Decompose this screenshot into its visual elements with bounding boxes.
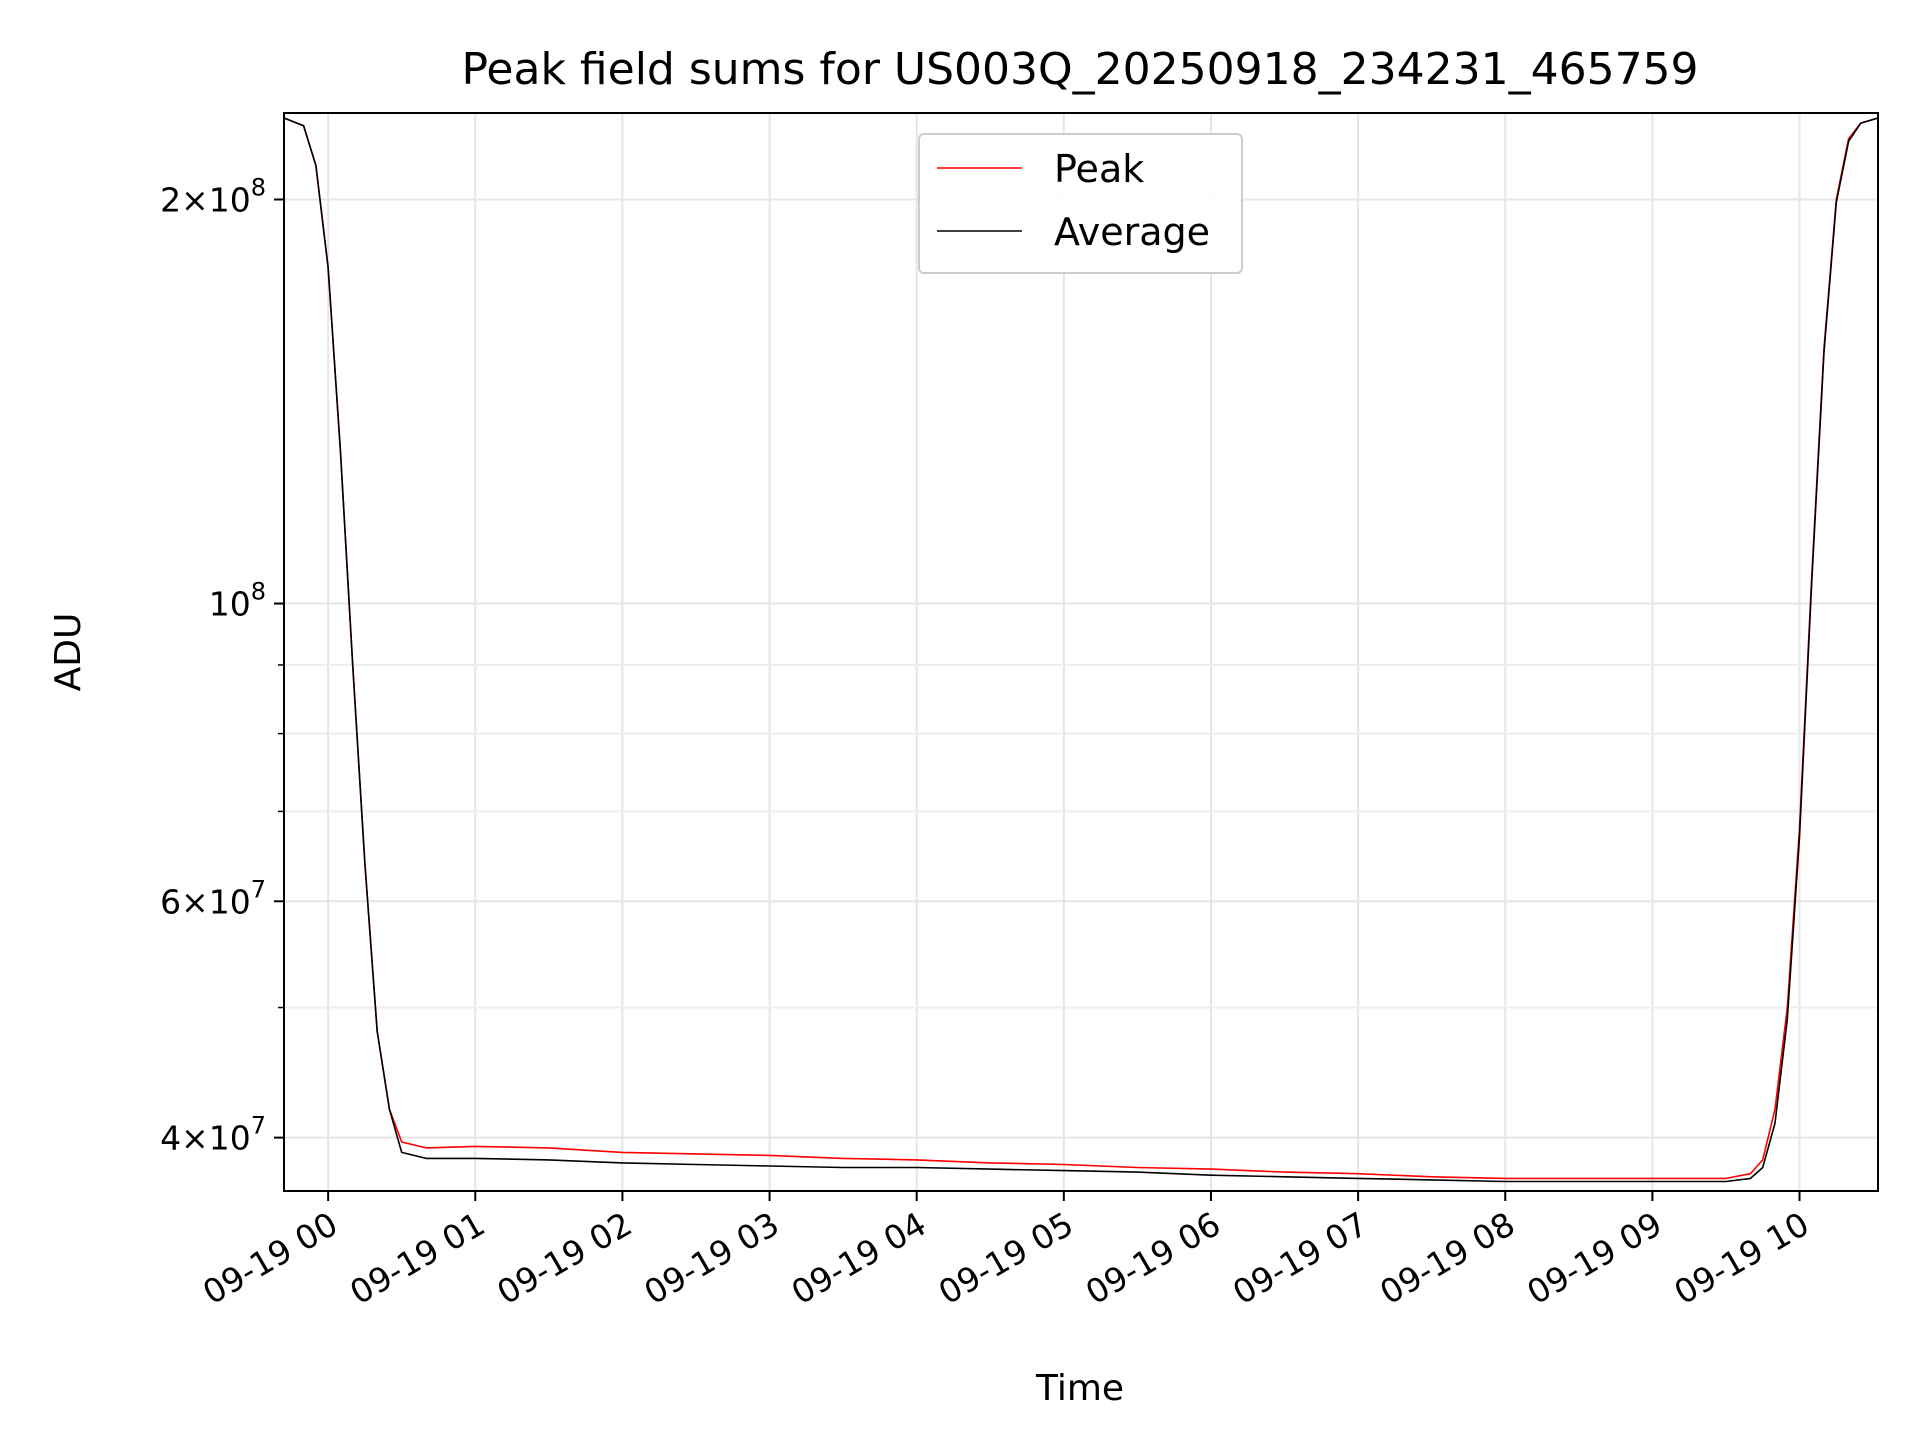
y-axis-title: ADU	[48, 613, 89, 692]
series-area	[283, 117, 1879, 1183]
y-tick-label: 108	[209, 578, 266, 624]
y-tick-label: 6×107	[160, 875, 266, 921]
legend-label-peak: Peak	[1054, 147, 1144, 191]
plot-frame	[283, 112, 1879, 1192]
legend: Peak Average	[918, 133, 1243, 274]
series-line-average	[283, 117, 1879, 1183]
y-tick-label: 2×108	[160, 174, 266, 220]
chart-title: Peak field sums for US003Q_20250918_2342…	[461, 44, 1698, 95]
x-axis-title: Time	[1035, 1368, 1124, 1409]
legend-label-average: Average	[1054, 210, 1210, 254]
y-tick-label: 4×107	[160, 1112, 266, 1158]
